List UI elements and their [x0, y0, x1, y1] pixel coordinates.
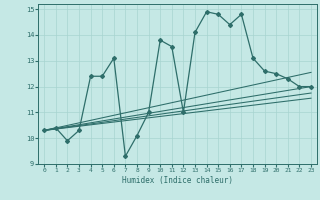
X-axis label: Humidex (Indice chaleur): Humidex (Indice chaleur) — [122, 176, 233, 185]
